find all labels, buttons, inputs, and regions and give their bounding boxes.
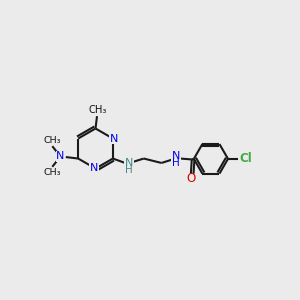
Text: N: N [110, 134, 118, 143]
Text: O: O [187, 172, 196, 185]
Text: H: H [125, 165, 133, 175]
Text: N: N [56, 152, 65, 161]
Text: H: H [172, 158, 180, 168]
Text: Cl: Cl [239, 152, 252, 165]
Text: N: N [90, 163, 98, 173]
Text: N: N [125, 158, 133, 168]
Text: CH₃: CH₃ [43, 168, 61, 177]
Text: CH₃: CH₃ [88, 105, 107, 115]
Text: N: N [172, 151, 180, 161]
Text: CH₃: CH₃ [43, 136, 61, 145]
